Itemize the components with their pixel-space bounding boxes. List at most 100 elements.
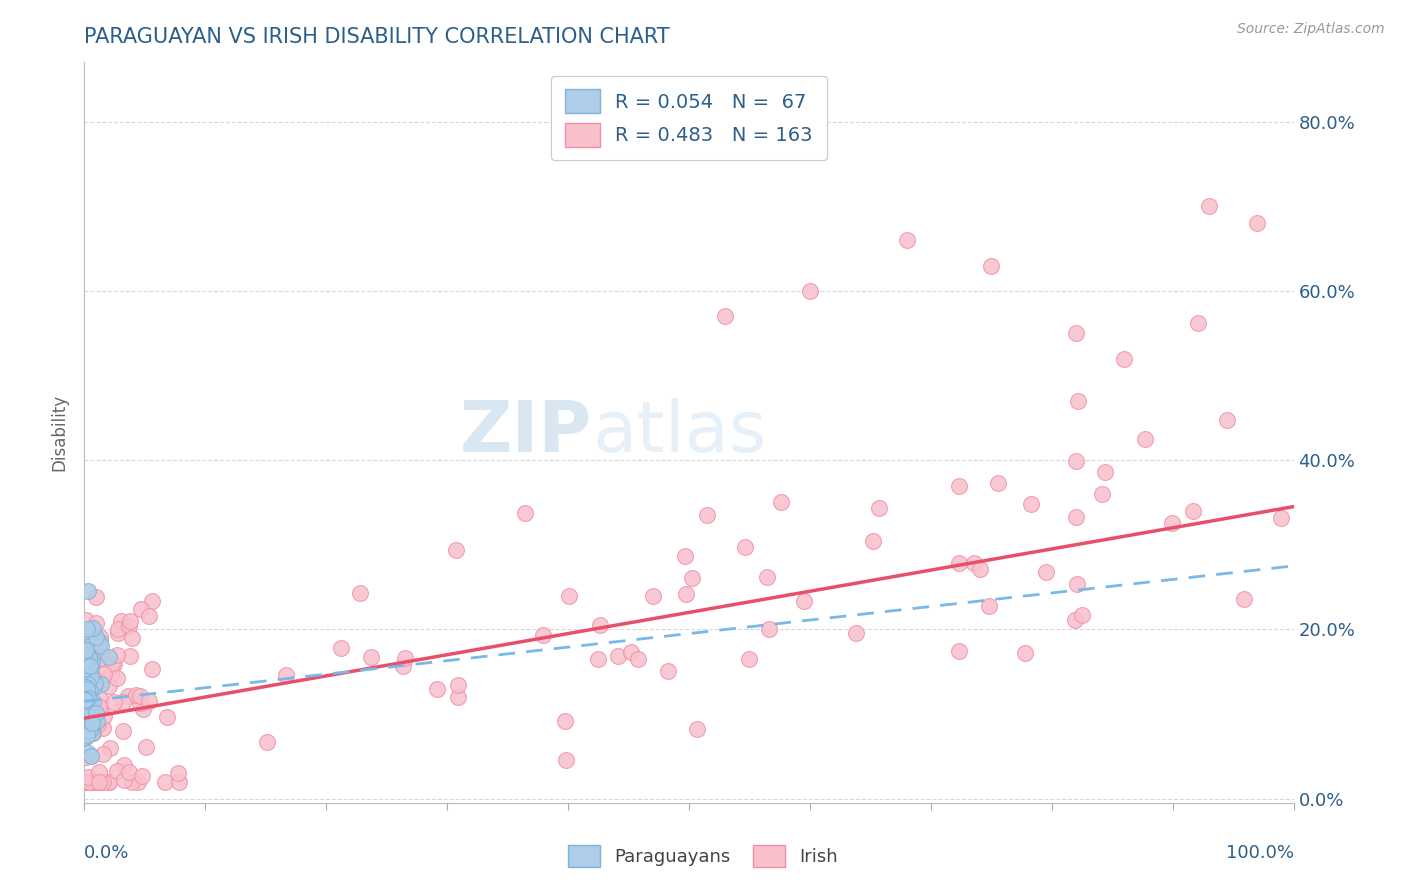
- Point: [76, 688, 98, 702]
- Point: [977, 599, 1000, 613]
- Point: [1071, 607, 1094, 622]
- Point: [75, 613, 97, 627]
- Point: [256, 735, 278, 749]
- Point: [89, 639, 111, 653]
- Point: [98, 679, 121, 693]
- Point: [868, 501, 890, 516]
- Point: [87, 774, 110, 789]
- Point: [79, 659, 101, 673]
- Point: [1270, 511, 1292, 525]
- Point: [360, 649, 382, 664]
- Point: [82, 657, 104, 671]
- Point: [769, 494, 792, 508]
- Point: [77, 770, 100, 784]
- Point: [77, 668, 100, 682]
- Point: [737, 652, 759, 666]
- Point: [82, 716, 104, 731]
- Point: [80, 749, 103, 764]
- Point: [121, 632, 143, 646]
- Point: [98, 774, 121, 789]
- Point: [75, 676, 97, 690]
- Point: [82, 726, 104, 740]
- Point: [714, 310, 737, 324]
- Point: [80, 749, 103, 764]
- Point: [1064, 510, 1087, 524]
- Point: [82, 652, 104, 666]
- Point: [1066, 577, 1088, 591]
- Point: [76, 668, 98, 682]
- Point: [84, 590, 107, 604]
- Point: [111, 723, 134, 738]
- Point: [82, 680, 104, 694]
- Point: [657, 664, 679, 678]
- Point: [76, 647, 98, 661]
- Point: [118, 764, 141, 779]
- Point: [799, 284, 821, 298]
- Point: [75, 657, 97, 671]
- Text: PARAGUAYAN VS IRISH DISABILITY CORRELATION CHART: PARAGUAYAN VS IRISH DISABILITY CORRELATI…: [84, 27, 671, 47]
- Point: [447, 678, 470, 692]
- Point: [627, 651, 650, 665]
- Point: [948, 644, 970, 658]
- Point: [681, 572, 703, 586]
- Point: [673, 549, 696, 564]
- Point: [73, 731, 96, 745]
- Point: [128, 696, 150, 710]
- Point: [447, 690, 470, 705]
- Point: [76, 682, 98, 697]
- Point: [83, 717, 105, 731]
- Point: [75, 774, 97, 789]
- Point: [105, 764, 128, 778]
- Point: [675, 587, 697, 601]
- Point: [83, 774, 105, 789]
- Point: [586, 652, 609, 666]
- Point: [79, 654, 101, 668]
- Point: [75, 673, 97, 687]
- Point: [1233, 591, 1256, 606]
- Point: [76, 666, 98, 681]
- Point: [1019, 497, 1042, 511]
- Point: [75, 681, 97, 695]
- Point: [75, 706, 97, 720]
- Point: [84, 676, 107, 690]
- Point: [394, 650, 416, 665]
- Point: [93, 667, 115, 681]
- Point: [87, 698, 110, 713]
- Point: [84, 630, 107, 644]
- Point: [107, 626, 129, 640]
- Point: [643, 589, 665, 603]
- Point: [80, 622, 103, 636]
- Point: [531, 628, 554, 642]
- Point: [80, 774, 103, 789]
- Point: [83, 672, 105, 686]
- Point: [103, 657, 125, 671]
- Point: [554, 714, 576, 728]
- Point: [89, 702, 111, 716]
- Point: [330, 640, 353, 655]
- Point: [77, 584, 100, 599]
- Text: Source: ZipAtlas.com: Source: ZipAtlas.com: [1237, 22, 1385, 37]
- Point: [129, 602, 152, 616]
- Point: [75, 749, 97, 764]
- Point: [980, 259, 1002, 273]
- Point: [76, 708, 98, 723]
- Point: [75, 679, 97, 693]
- Point: [128, 690, 150, 704]
- Point: [89, 692, 111, 706]
- Point: [963, 556, 986, 570]
- Point: [135, 740, 157, 755]
- Point: [1091, 486, 1114, 500]
- Point: [75, 731, 97, 745]
- Point: [82, 624, 104, 639]
- Point: [87, 774, 110, 789]
- Y-axis label: Disability: Disability: [51, 394, 69, 471]
- Point: [79, 670, 101, 684]
- Point: [86, 714, 108, 729]
- Point: [426, 681, 449, 696]
- Point: [77, 651, 100, 665]
- Point: [91, 721, 114, 735]
- Point: [1035, 565, 1057, 579]
- Point: [75, 774, 97, 789]
- Point: [1094, 465, 1116, 479]
- Point: [107, 671, 129, 685]
